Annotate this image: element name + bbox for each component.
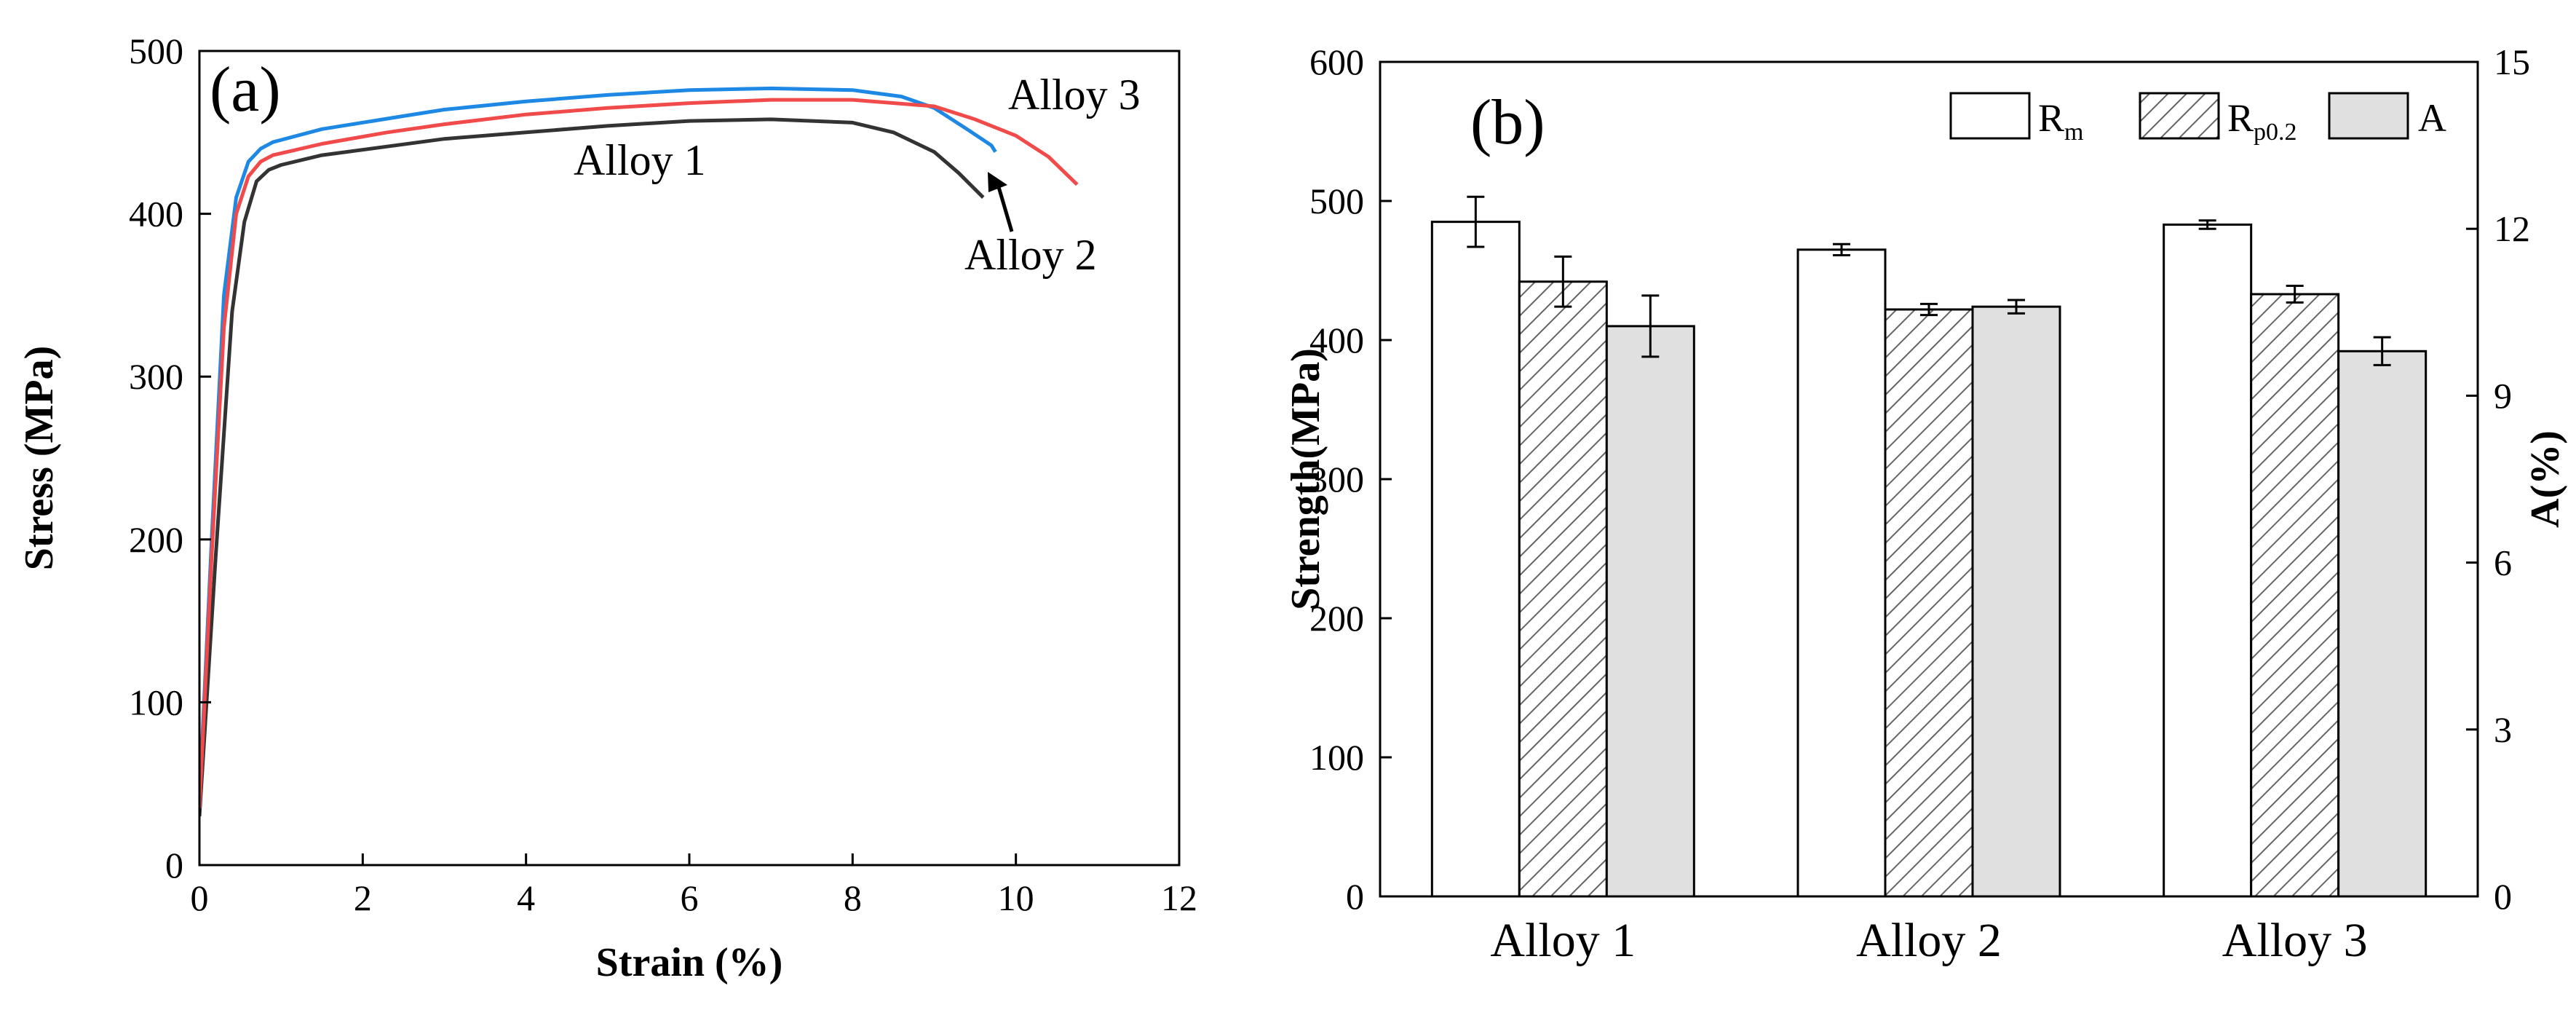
- y-tick-label: 400: [1309, 320, 1364, 360]
- bar-a-alloy-3: [2337, 350, 2428, 898]
- y-tick-label: 200: [1309, 598, 1364, 639]
- panel-b-y-axis-label: Strength(MPa): [1283, 348, 1328, 610]
- y-tick-label: 500: [1309, 181, 1364, 221]
- y-tick-label: 100: [129, 682, 183, 722]
- series-line-alloy-2: [199, 86, 997, 800]
- panel-b-ticks: 0 100 200 300 400 500 600 0 3 6 9 12 15: [1309, 42, 2530, 917]
- panel-a-y-axis-label: Stress (MPa): [17, 346, 62, 570]
- bar-rp02-alloy-1: [1518, 280, 1608, 898]
- y2-tick-label: 6: [2494, 542, 2512, 583]
- panel-a-x-axis-label: Strain (%): [596, 940, 783, 985]
- x-tick-label: 0: [191, 877, 209, 918]
- y-tick-label: 600: [1309, 42, 1364, 82]
- legend-swatch-rm: [1949, 92, 2031, 140]
- annotation-alloy-3: Alloy 3: [1008, 71, 1141, 119]
- y-tick-label: 400: [129, 194, 183, 234]
- legend-swatch-a: [2328, 92, 2409, 140]
- y2-tick-label: 0: [2494, 876, 2512, 917]
- panel-b-bars: Alloy 1 Alloy 2 Alloy 3: [1430, 195, 2428, 967]
- legend: Rm Rp0.2 A: [1949, 92, 2446, 146]
- legend-swatch-rp: [2139, 92, 2220, 140]
- category-label: Alloy 3: [2222, 914, 2368, 967]
- x-tick-label: 10: [998, 877, 1034, 918]
- panel-b-label: (b): [1470, 87, 1545, 158]
- panel-b-y2-axis-label: A(%): [2523, 430, 2568, 528]
- x-tick-label: 8: [844, 877, 862, 918]
- category-label: Alloy 2: [1856, 914, 2002, 967]
- x-tick-label: 2: [354, 877, 372, 918]
- y-tick-label: 0: [1346, 876, 1364, 917]
- series-line-alloy-1: [199, 117, 985, 817]
- annotation-alloy-2: Alloy 2: [964, 231, 1097, 279]
- panel-a-series: [199, 86, 1079, 817]
- y-tick-label: 300: [1309, 459, 1364, 500]
- y-tick-label: 100: [1309, 737, 1364, 778]
- bar-rm-alloy-1: [1430, 221, 1521, 898]
- y-tick-label: 0: [165, 845, 183, 885]
- bar-rp02-alloy-3: [2250, 293, 2340, 898]
- y2-tick-label: 12: [2494, 208, 2530, 249]
- legend-label-rm: Rm: [2038, 96, 2083, 146]
- bar-rm-alloy-2: [1796, 248, 1887, 898]
- y-tick-label: 300: [129, 356, 183, 397]
- y2-tick-label: 9: [2494, 375, 2512, 416]
- panel-a-ticks: 0 2 4 6 8 10 12 0 100 200 300 400 500: [129, 31, 1197, 918]
- bar-rp02-alloy-2: [1884, 308, 1974, 898]
- y2-tick-label: 3: [2494, 709, 2512, 750]
- annotation-alloy-1: Alloy 1: [574, 136, 706, 184]
- x-tick-label: 4: [517, 877, 535, 918]
- panel-a-label: (a): [210, 55, 281, 125]
- y2-tick-label: 15: [2494, 42, 2530, 82]
- x-tick-label: 6: [681, 877, 699, 918]
- x-tick-label: 12: [1161, 877, 1197, 918]
- y-tick-label: 500: [129, 31, 183, 71]
- bar-rm-alloy-3: [2163, 223, 2253, 898]
- panel-b: Alloy 1 Alloy 2 Alloy 3 010020030040050060…: [1283, 42, 2568, 967]
- bar-a-alloy-1: [1605, 325, 1695, 898]
- category-label: Alloy 1: [1490, 914, 1636, 967]
- series-line-alloy-3: [199, 98, 1079, 808]
- legend-label-a: A: [2418, 96, 2446, 140]
- annotation-arrow: [988, 172, 1014, 232]
- bar-a-alloy-2: [1971, 305, 2061, 898]
- panel-a: 0 2 4 6 8 10 12 0 100 200 300 400 500 (a) Strain (%)…: [17, 31, 1197, 985]
- y-tick-label: 200: [129, 519, 183, 560]
- legend-label-rp: Rp0.2: [2227, 96, 2297, 146]
